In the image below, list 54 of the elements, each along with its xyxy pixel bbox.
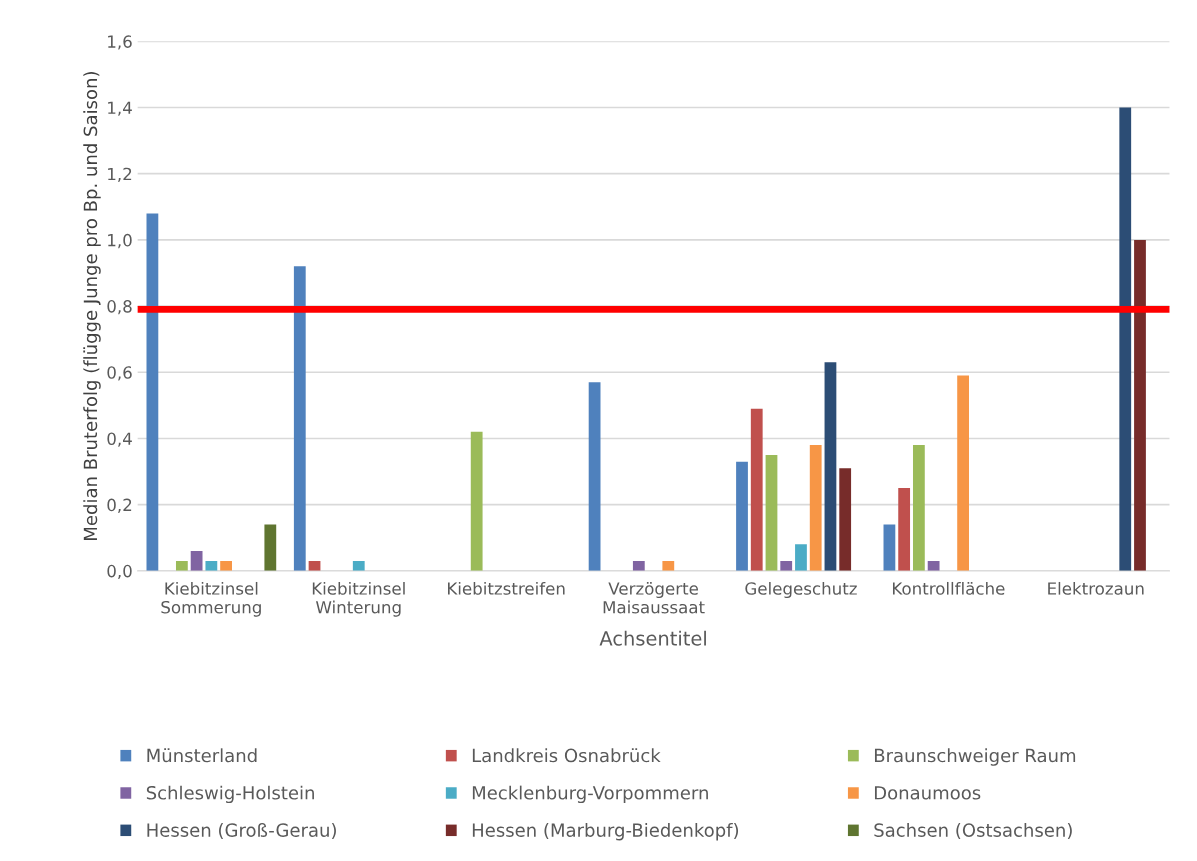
- y-axis-title: Median Bruterfolg (flügge Junge pro Bp. und Saison): [83, 72, 101, 540]
- y-tick-label: 0,6: [107, 366, 132, 381]
- x-tick-label: Kiebitzstreifen: [448, 581, 565, 595]
- legend-label: Schleswig-Holstein: [146, 785, 314, 804]
- legend-label: Braunschweiger Raum: [874, 748, 1076, 766]
- bar: [912, 445, 925, 571]
- y-tick-label: 0,8: [107, 300, 132, 315]
- legend-label: Hessen (Groß-Gerau): [147, 822, 336, 840]
- bar: [898, 488, 911, 571]
- y-tick-label: 1,0: [108, 233, 132, 249]
- x-tick-label: Kontrollfläche: [892, 581, 1005, 595]
- bar: [264, 524, 277, 571]
- bar: [632, 560, 645, 571]
- legend-label: Hessen (Marburg-Biedenkopf): [472, 822, 739, 841]
- bar: [736, 461, 748, 571]
- x-tick-label: Elektrozaun: [1048, 581, 1144, 595]
- x-tick-label: Verzögerte Maisaussaat: [603, 581, 705, 614]
- legend-label: Donaumoos: [874, 786, 981, 800]
- y-tick-label: 0,0: [107, 564, 132, 580]
- x-tick-label: Gelegeschutz: [745, 581, 857, 599]
- bar: [352, 560, 365, 571]
- legend-label: Münsterland: [147, 748, 257, 763]
- bar: [190, 550, 203, 571]
- x-tick-label: Kiebitzinsel Sommerung: [161, 581, 261, 617]
- bar: [220, 560, 232, 571]
- x-tick-label: Kiebitzinsel Winterung: [312, 581, 405, 617]
- x-axis-title: Achsentitel: [599, 630, 706, 646]
- legend-label: Sachsen (Ostsachsen): [874, 822, 1072, 840]
- bar: [839, 468, 852, 571]
- legend-label: Mecklenburg-Vorpommern: [472, 785, 708, 804]
- bar: [175, 560, 188, 571]
- y-tick-label: 0,4: [107, 432, 132, 447]
- bar: [146, 213, 159, 571]
- bar: [824, 362, 837, 571]
- legend-label: Landkreis Osnabrück: [472, 748, 661, 763]
- bar: [927, 560, 940, 571]
- bar: [470, 431, 483, 571]
- bar: [1119, 107, 1132, 571]
- bar: [780, 560, 793, 571]
- y-tick-label: 1,6: [108, 35, 132, 50]
- bar: [765, 455, 778, 571]
- y-tick-label: 1,2: [108, 167, 132, 182]
- bar: [1134, 239, 1146, 571]
- bar: [883, 524, 896, 571]
- bar: [588, 382, 601, 571]
- bar: [750, 408, 763, 571]
- bar: [205, 560, 218, 571]
- bar: [662, 560, 675, 571]
- bar: [795, 544, 807, 571]
- y-tick-label: 1,4: [108, 101, 132, 116]
- y-tick-label: 0,2: [107, 498, 132, 513]
- bar: [957, 375, 969, 571]
- bar: [293, 266, 306, 571]
- bar: [809, 445, 822, 571]
